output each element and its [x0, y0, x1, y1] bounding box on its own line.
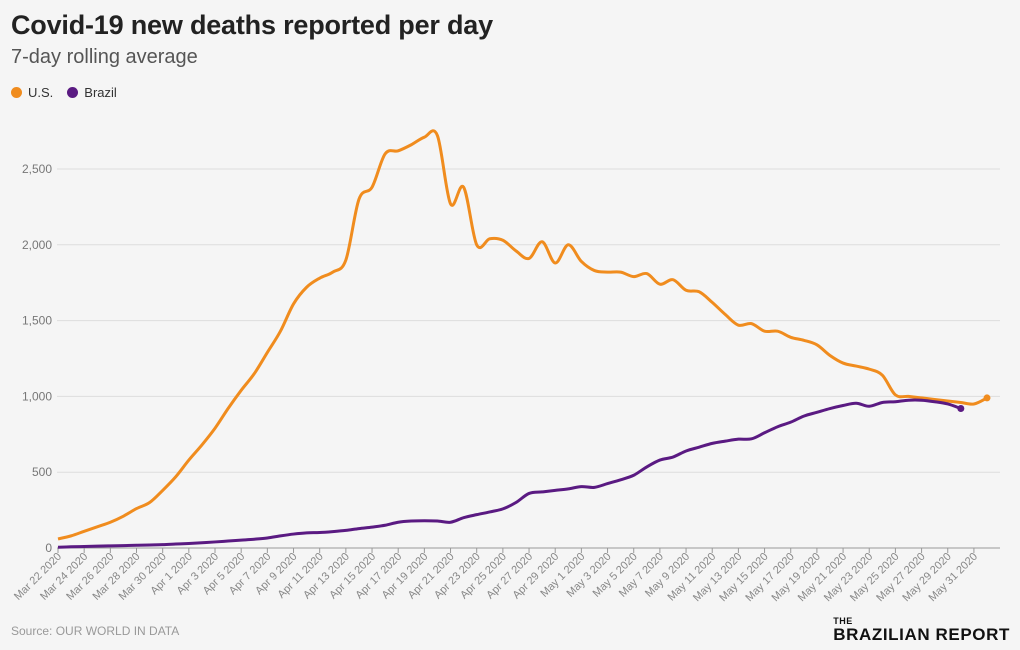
series-endpoint-brazil — [957, 405, 965, 413]
y-tick-label: 500 — [32, 465, 52, 479]
y-tick-label: 2,500 — [22, 162, 52, 176]
legend: U.S. Brazil — [11, 85, 131, 100]
brand-logo-the: THE — [833, 616, 853, 626]
y-tick-label: 0 — [45, 541, 52, 555]
legend-item-us[interactable]: U.S. — [11, 85, 53, 100]
legend-item-brazil[interactable]: Brazil — [67, 85, 117, 100]
series-points — [957, 394, 991, 413]
series-endpoint-us — [983, 394, 991, 402]
source-note: Source: OUR WORLD IN DATA — [11, 624, 180, 638]
chart-subtitle: 7-day rolling average — [11, 46, 198, 68]
y-axis-ticks: 0 500 1,000 1,500 2,000 2,500 — [22, 162, 52, 555]
gridlines — [57, 168, 1000, 549]
series-lines — [57, 129, 988, 549]
y-tick-label: 1,500 — [22, 314, 52, 328]
series-line-brazil — [57, 398, 962, 549]
legend-label-brazil: Brazil — [84, 85, 117, 100]
legend-swatch-us — [11, 87, 22, 98]
legend-label-us: U.S. — [28, 85, 54, 100]
series-line-us — [57, 129, 988, 541]
legend-swatch-brazil — [67, 87, 79, 98]
brand-logo: THE BRAZILIAN REPORT — [833, 617, 1010, 644]
y-tick-label: 2,000 — [22, 238, 52, 252]
brand-logo-name: BRAZILIAN REPORT — [833, 625, 1010, 644]
chart-title: Covid-19 new deaths reported per day — [11, 10, 493, 40]
y-tick-label: 1,000 — [22, 389, 52, 403]
